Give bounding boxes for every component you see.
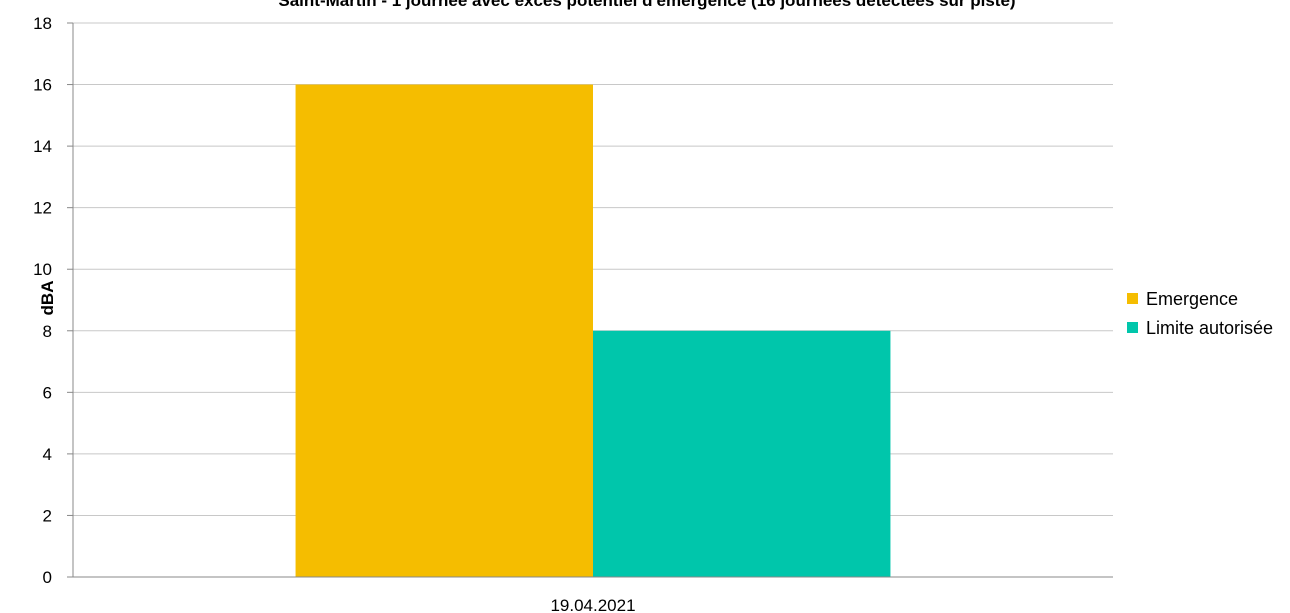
y-tick-label: 16 bbox=[33, 76, 52, 95]
bars bbox=[295, 84, 891, 578]
y-tick-label: 8 bbox=[43, 322, 52, 341]
x-tick-label: 19.04.2021 bbox=[550, 596, 635, 613]
y-tick-label: 10 bbox=[33, 260, 52, 279]
y-tick-label: 18 bbox=[33, 14, 52, 33]
legend-label: Limite autorisée bbox=[1146, 318, 1273, 338]
y-tick-labels: 0 2 4 6 8 10 12 14 16 18 bbox=[33, 14, 52, 587]
legend-swatch bbox=[1127, 322, 1138, 333]
legend-swatch bbox=[1127, 293, 1138, 304]
y-tick-label: 4 bbox=[43, 445, 52, 464]
y-tick-label: 0 bbox=[43, 568, 52, 587]
chart-title: Saint-Martin - 1 journée avec excès pote… bbox=[278, 0, 1015, 10]
y-axis-label: dBA bbox=[38, 281, 57, 316]
y-tick-label: 2 bbox=[43, 506, 52, 525]
bar-emergence bbox=[295, 84, 593, 578]
legend-label: Emergence bbox=[1146, 289, 1238, 309]
bar-limite-autoris-e bbox=[593, 330, 891, 577]
y-tick-label: 6 bbox=[43, 383, 52, 402]
y-tick-label: 12 bbox=[33, 199, 52, 218]
y-tick-label: 14 bbox=[33, 137, 52, 156]
axes bbox=[72, 23, 1113, 578]
x-tick-labels: 19.04.2021 bbox=[550, 596, 635, 613]
legend: Emergence Limite autorisée bbox=[1127, 289, 1273, 338]
